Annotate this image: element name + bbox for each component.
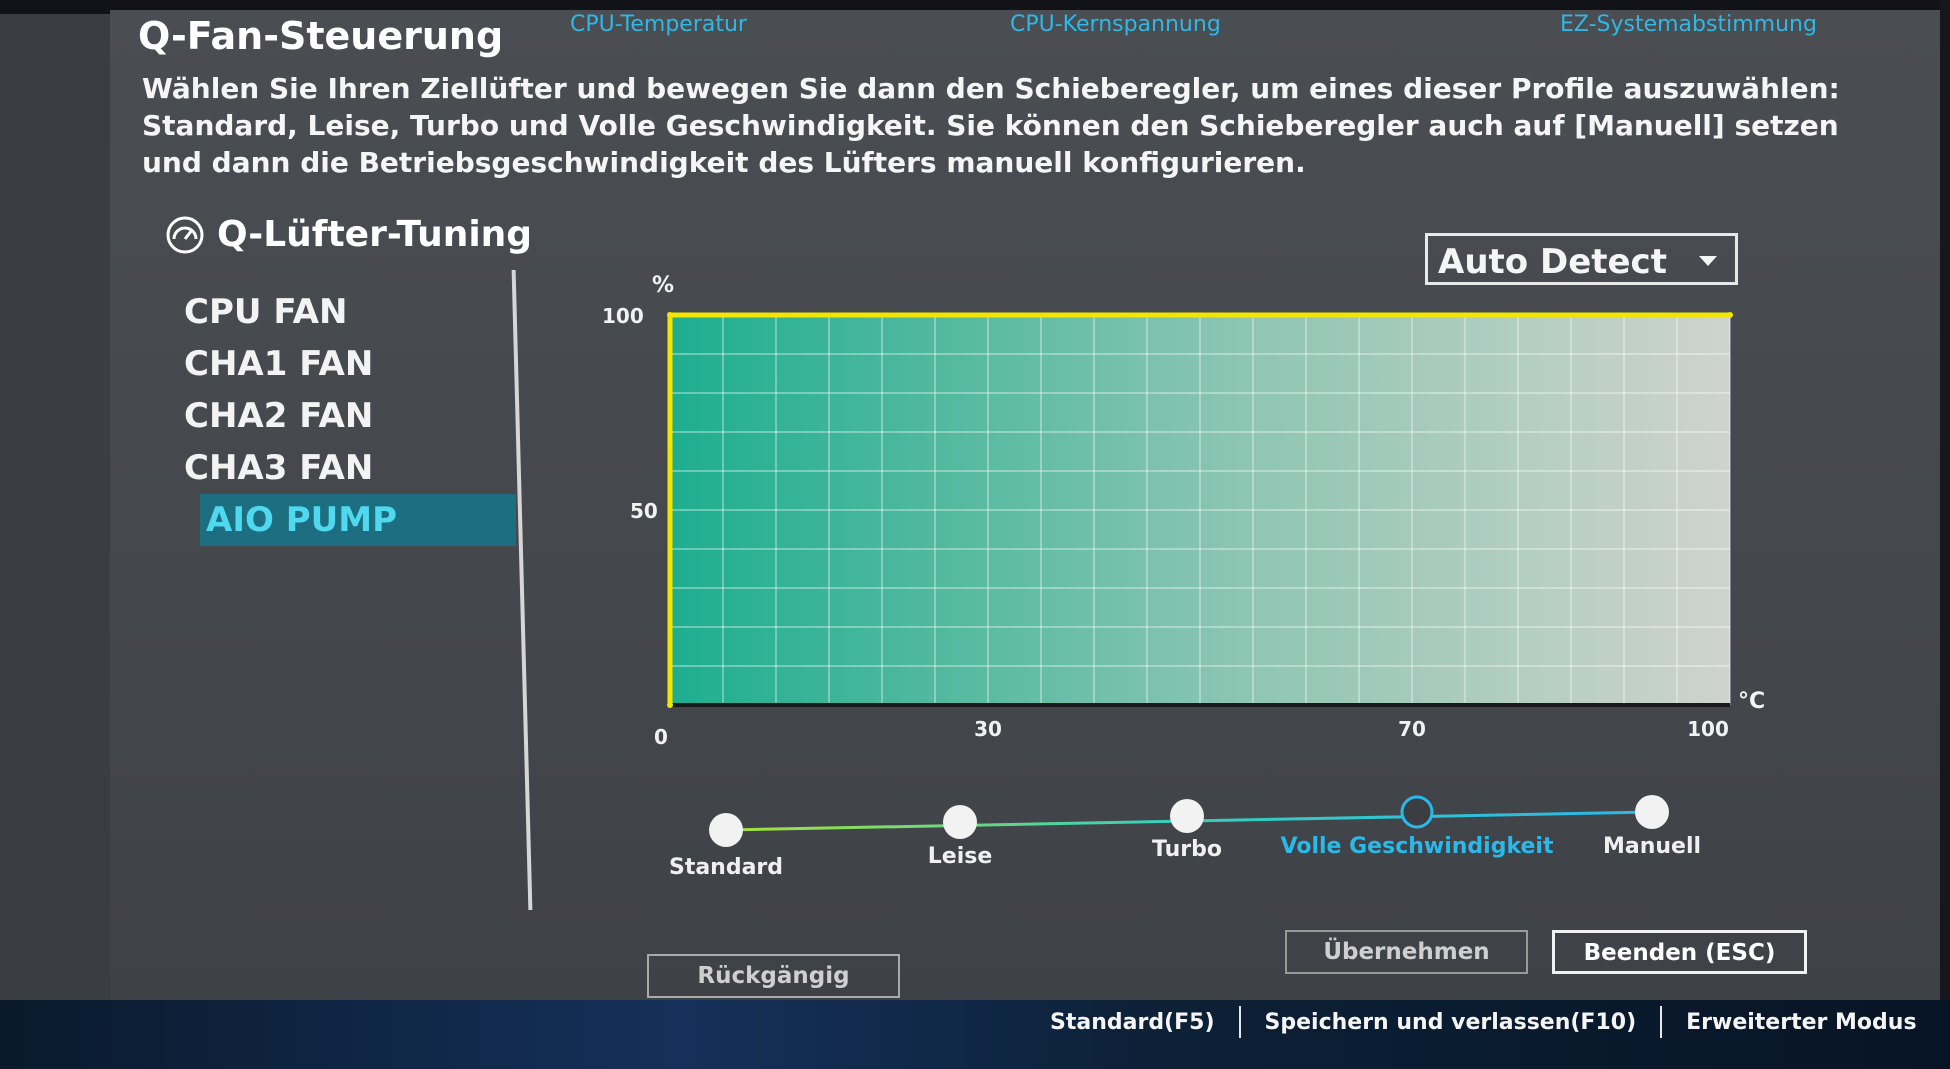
y-unit-label: % [652,273,674,298]
footer-bar: Standard(F5) Speichern und verlassen(F10… [1050,1002,1917,1042]
section-header: Q-Lüfter-Tuning [165,214,532,255]
page-description: Wählen Sie Ihren Ziellüfter und bewegen … [142,72,1840,179]
footer-separator [1238,1006,1241,1038]
fan-curve-point[interactable] [1727,312,1733,318]
profile-label-turbo[interactable]: Turbo [1152,837,1222,862]
tab-cpu-temperature[interactable]: CPU-Temperatur [570,12,747,37]
chart-marks [667,312,1733,708]
x-tick-100: 100 [1687,717,1729,741]
profile-slider[interactable]: Standard Leise Turbo Volle Geschwindigke… [660,790,1720,900]
footer-save-exit-f10[interactable]: Speichern und verlassen(F10) [1264,1009,1637,1035]
profile-label-manuell[interactable]: Manuell [1602,834,1702,859]
fan-item-cha1-fan[interactable]: CHA1 FAN [184,344,374,384]
footer-separator [1660,1006,1663,1038]
fan-item-cha3-fan[interactable]: CHA3 FAN [184,448,374,488]
page-title: Q-Fan-Steuerung [138,14,504,58]
fan-list: CPU FAN CHA1 FAN CHA2 FAN CHA3 FAN AIO P… [178,286,516,546]
fan-item-aio-pump[interactable]: AIO PUMP [200,494,516,546]
apply-button[interactable]: Übernehmen [1285,930,1528,974]
fan-curve-point[interactable] [667,702,673,708]
profile-slider-track [709,795,1669,847]
undo-button[interactable]: Rückgängig machen [647,954,900,1029]
footer-advanced-mode[interactable]: Erweiterter Modus [1686,1009,1917,1035]
monitor-bezel-right [1940,0,1950,1069]
slider-knob-turbo[interactable] [1170,799,1204,833]
profile-label-leise[interactable]: Leise [927,844,993,869]
section-title: Q-Lüfter-Tuning [217,214,533,255]
x-tick-70: 70 [1398,717,1426,741]
footer-default-f5[interactable]: Standard(F5) [1050,1009,1215,1035]
grid [669,314,1731,706]
monitor-bezel-bottom [0,1000,1950,1069]
y-tick-100: 100 [602,304,644,328]
detect-mode-dropdown[interactable]: Auto Detect [1425,233,1738,285]
tab-cpu-core-voltage[interactable]: CPU-Kernspannung [1010,12,1221,37]
y-tick-50: 50 [630,499,658,523]
slider-knob-volle-geschwindigkeit[interactable] [1400,795,1434,829]
exit-button[interactable]: Beenden (ESC) [1552,930,1807,974]
fan-curve-chart[interactable]: % °C 100 50 0 30 70 100 [600,270,1770,750]
tab-ez-system-tuning[interactable]: EZ-Systemabstimmung [1560,12,1817,37]
origin-label: 0 [654,725,668,749]
profile-label-volle-geschwindigkeit[interactable]: Volle Geschwindigkeit [1280,834,1554,859]
x-unit-label: °C [1738,689,1765,714]
slider-knob-leise[interactable] [943,805,977,839]
chevron-down-icon [1699,256,1717,266]
detect-mode-value: Auto Detect [1438,242,1667,282]
x-tick-30: 30 [974,717,1002,741]
slider-knob-manuell[interactable] [1635,795,1669,829]
slider-knob-standard[interactable] [709,813,743,847]
profile-label-standard[interactable]: Standard [668,855,784,880]
fan-curve-point[interactable] [667,312,673,318]
fan-item-cpu-fan[interactable]: CPU FAN [184,292,348,332]
fan-item-cha2-fan[interactable]: CHA2 FAN [184,396,374,436]
speedometer-icon [166,216,204,253]
